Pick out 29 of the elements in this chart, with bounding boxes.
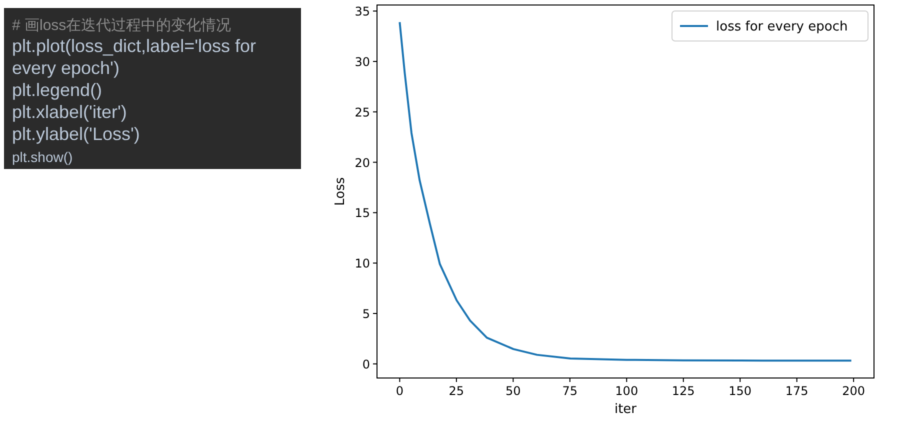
legend: loss for every epoch: [672, 10, 868, 42]
line-series: [398, 21, 852, 362]
text: plt.legend(): [12, 80, 102, 100]
x-tick-label: 175: [785, 384, 808, 398]
text: every epoch'): [12, 58, 120, 78]
x-tick-label: 200: [842, 384, 866, 398]
x-tick-label: 0: [396, 384, 404, 398]
legend-label: loss for every epoch: [716, 20, 848, 34]
x-tick-label: 150: [728, 384, 752, 398]
text: # 画loss在迭代过程中的变化情况: [12, 17, 232, 34]
y-tick-label: 0: [362, 357, 370, 372]
y-tick-label: 20: [354, 156, 370, 170]
text: plt.plot(loss_dict,label='loss for: [12, 36, 256, 56]
y-tick-label: 30: [354, 54, 370, 69]
x-tick-label: 75: [562, 384, 578, 398]
x-tick-label: 125: [672, 384, 695, 398]
text: plt.xlabel('iter'): [12, 102, 127, 122]
x-axis-title: iter: [614, 402, 638, 417]
y-axis-title: Loss: [333, 177, 348, 206]
text: plt.ylabel('Loss'): [12, 124, 140, 144]
y-tick-label: 15: [354, 206, 370, 220]
x-tick-label: 50: [506, 384, 521, 398]
y-tick-label: 35: [354, 4, 370, 19]
y-tick-label: 25: [354, 105, 370, 120]
x-tick-label: 25: [448, 384, 464, 398]
text: plt.show(): [12, 149, 73, 165]
y-tick-label: 10: [354, 256, 370, 271]
y-tick-label: 5: [362, 306, 370, 321]
x-tick-label: 100: [615, 384, 638, 398]
